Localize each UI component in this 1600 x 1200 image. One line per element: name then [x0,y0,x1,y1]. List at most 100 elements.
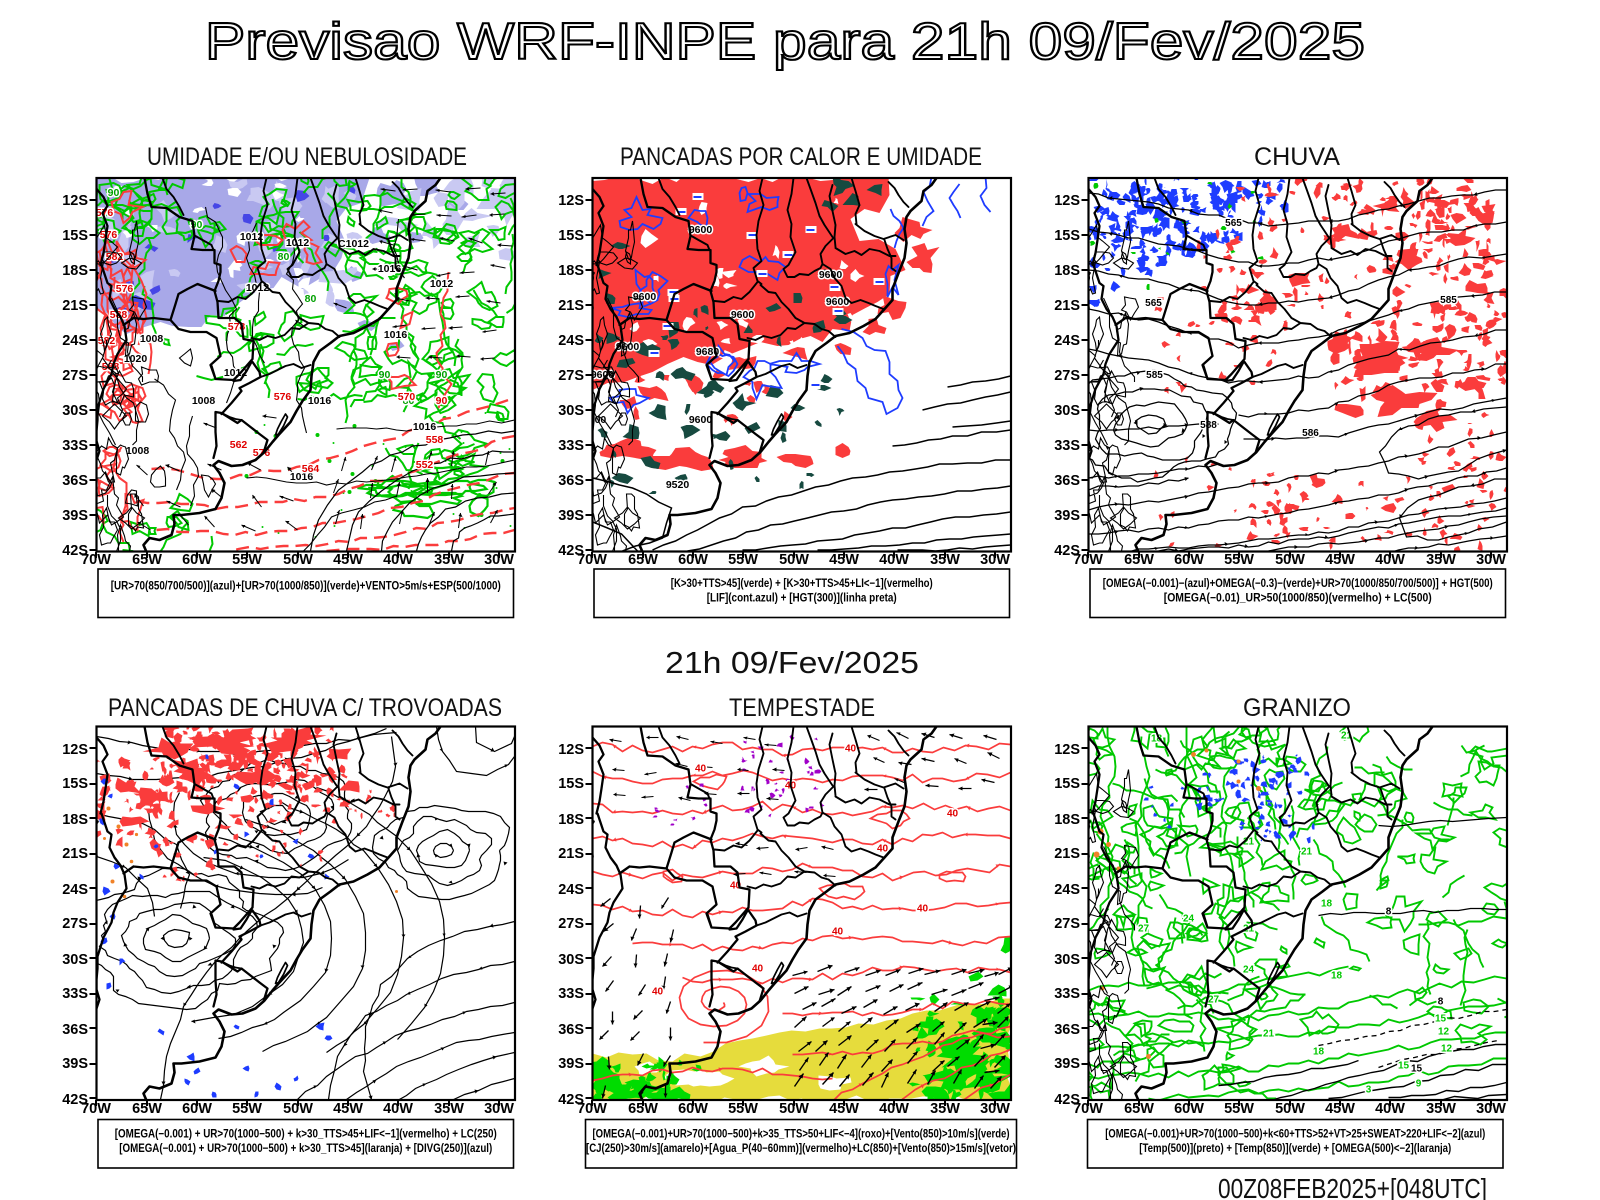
svg-text:15: 15 [1435,1014,1447,1025]
svg-text:30S: 30S [558,403,584,419]
svg-text:[OMEGA(−0.001)−(azul)+OMEGA(−0: [OMEGA(−0.001)−(azul)+OMEGA(−0.3)−(verde… [1103,578,1493,590]
svg-text:40W: 40W [383,552,413,568]
svg-text:50W: 50W [283,552,313,568]
svg-text:50W: 50W [779,552,809,568]
svg-text:564: 564 [302,463,320,475]
svg-text:18S: 18S [1054,263,1080,279]
svg-text:40: 40 [695,764,707,775]
svg-text:565: 565 [1225,218,1242,229]
svg-text:40: 40 [752,964,764,975]
svg-text:24S: 24S [558,882,584,898]
svg-text:27S: 27S [558,368,584,384]
svg-text:36S: 36S [62,1022,88,1038]
svg-text:GRANIZO: GRANIZO [1243,694,1351,722]
svg-text:45W: 45W [333,552,363,568]
svg-text:21S: 21S [1054,846,1080,862]
svg-text:27: 27 [1138,924,1150,935]
svg-text:27S: 27S [62,916,88,932]
svg-text:45W: 45W [1325,552,1355,568]
svg-text:18S: 18S [558,263,584,279]
svg-text:55W: 55W [1224,552,1254,568]
svg-text:35W: 35W [1426,1101,1456,1117]
svg-text:33S: 33S [1054,438,1080,454]
svg-text:PANCADAS POR CALOR E UMIDADE: PANCADAS POR CALOR E UMIDADE [620,143,982,171]
svg-text:585: 585 [1146,370,1163,381]
svg-text:[OMEGA(−0.001)+UR>70(1000−500): [OMEGA(−0.001)+UR>70(1000−500)+k<60+TTS>… [1105,1129,1485,1141]
svg-text:21: 21 [1301,847,1313,858]
svg-text:30S: 30S [62,952,88,968]
svg-text:558: 558 [426,434,444,446]
svg-text:18: 18 [1313,1047,1325,1058]
svg-text:33S: 33S [62,438,88,454]
svg-text:PANCADAS DE CHUVA C/ TROVOADAS: PANCADAS DE CHUVA C/ TROVOADAS [108,694,502,722]
svg-text:12S: 12S [1054,742,1080,758]
svg-text:35W: 35W [930,552,960,568]
svg-text:585: 585 [1440,295,1457,306]
svg-text:15S: 15S [62,228,88,244]
svg-text:65W: 65W [132,552,162,568]
svg-text:65W: 65W [628,552,658,568]
svg-text:36S: 36S [62,473,88,489]
svg-text:24: 24 [1183,914,1195,925]
svg-text:50W: 50W [1275,552,1305,568]
svg-text:65W: 65W [628,1101,658,1117]
svg-text:55W: 55W [728,1101,758,1117]
svg-text:30W: 30W [484,552,514,568]
svg-text:39S: 39S [558,508,584,524]
svg-text:30S: 30S [558,952,584,968]
svg-text:27S: 27S [62,368,88,384]
svg-text:45W: 45W [829,552,859,568]
svg-text:1012: 1012 [430,278,454,290]
svg-text:60W: 60W [182,1101,212,1117]
svg-text:45W: 45W [1325,1101,1355,1117]
svg-text:50W: 50W [779,1101,809,1117]
svg-text:18: 18 [1151,734,1163,745]
svg-text:24S: 24S [558,333,584,349]
svg-text:[K>30+TTS>45](verde) + [K>30: [K>30+TTS>45](verde) + [K>30+TTS>45+LI<−… [671,578,933,590]
svg-text:1016: 1016 [413,421,437,433]
svg-text:24S: 24S [62,882,88,898]
svg-text:CHUVA: CHUVA [1254,143,1340,171]
svg-text:35W: 35W [1426,552,1456,568]
svg-text:40: 40 [877,844,889,855]
svg-text:576: 576 [100,229,118,241]
svg-text:588: 588 [1200,420,1217,431]
svg-text:21: 21 [1341,731,1353,742]
svg-text:35W: 35W [434,552,464,568]
svg-text:24S: 24S [62,333,88,349]
svg-text:39S: 39S [62,1056,88,1072]
svg-text:[LIF](cont.azul) + [HGT(300): [LIF](cont.azul) + [HGT(300)](linha pret… [707,593,897,605]
svg-text:[CJ(250)>30m/s](amarelo)+[Agua: [CJ(250)>30m/s](amarelo)+[Agua_P(40−60mm… [586,1143,1016,1155]
svg-text:40: 40 [845,744,857,755]
svg-text:21h 09/Fev/2025: 21h 09/Fev/2025 [665,645,919,680]
svg-text:Previsao WRF-INPE para 21h 09: Previsao WRF-INPE para 21h 09/Fev/2025 [205,13,1365,71]
svg-text:90: 90 [436,395,448,407]
svg-text:60W: 60W [1174,552,1204,568]
svg-text:55W: 55W [1224,1101,1254,1117]
svg-text:30W: 30W [1476,552,1506,568]
svg-text:40W: 40W [383,1101,413,1117]
svg-text:15S: 15S [62,776,88,792]
svg-text:1016: 1016 [308,395,332,407]
svg-text:18S: 18S [1054,812,1080,828]
svg-text:9: 9 [1416,1079,1422,1090]
svg-text:[OMEGA(−0.001) + UR>70(1000−: [OMEGA(−0.001) + UR>70(1000−500) + k>30_… [115,1129,497,1141]
svg-text:576: 576 [96,207,114,219]
svg-text:27S: 27S [1054,916,1080,932]
svg-text:42S: 42S [558,543,584,559]
svg-text:21: 21 [1263,1029,1275,1040]
svg-text:1012: 1012 [240,231,264,243]
svg-text:40: 40 [947,809,959,820]
svg-text:40W: 40W [879,1101,909,1117]
svg-text:18S: 18S [62,263,88,279]
svg-text:21S: 21S [558,298,584,314]
svg-text:570: 570 [398,391,416,403]
svg-text:15S: 15S [558,228,584,244]
svg-text:40: 40 [832,927,844,938]
svg-text:33S: 33S [1054,986,1080,1002]
svg-text:9600: 9600 [689,224,713,236]
svg-text:[OMEGA(−0.01)_UR>50(1000/850)(: [OMEGA(−0.01)_UR>50(1000/850)(vermelho) … [1164,593,1432,605]
svg-text:15S: 15S [1054,228,1080,244]
svg-text:12S: 12S [62,742,88,758]
svg-text:42S: 42S [62,543,88,559]
